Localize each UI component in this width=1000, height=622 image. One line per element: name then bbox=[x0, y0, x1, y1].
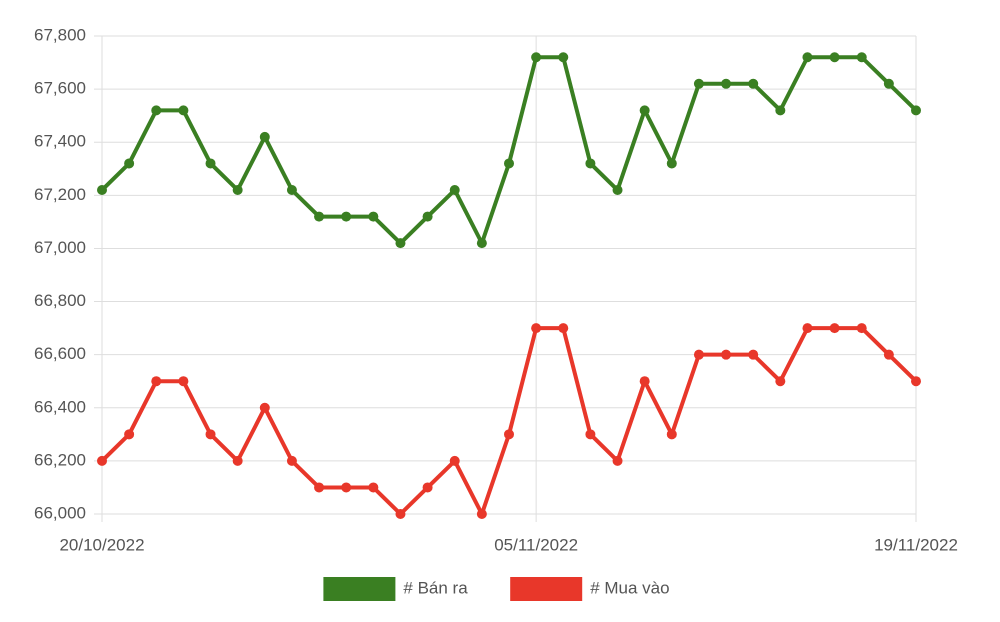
point bbox=[205, 429, 216, 440]
point bbox=[259, 402, 270, 413]
point bbox=[856, 52, 867, 63]
point bbox=[775, 105, 786, 116]
y-tick-label: 67,400 bbox=[34, 132, 86, 151]
point bbox=[504, 429, 514, 440]
point bbox=[748, 78, 759, 89]
point bbox=[829, 323, 840, 334]
point bbox=[856, 323, 867, 334]
point bbox=[883, 78, 894, 89]
series-line bbox=[100, 326, 918, 516]
y-tick-label: 66,000 bbox=[34, 503, 86, 522]
y-tick-label: 67,800 bbox=[34, 25, 86, 44]
point bbox=[124, 429, 135, 440]
point bbox=[124, 158, 135, 169]
point bbox=[476, 509, 487, 519]
point bbox=[585, 429, 596, 440]
point bbox=[585, 158, 596, 169]
point bbox=[612, 455, 623, 466]
y-tick-label: 67,600 bbox=[34, 79, 86, 98]
point bbox=[97, 185, 107, 196]
point bbox=[802, 323, 813, 334]
y-tick-label: 66,400 bbox=[34, 397, 86, 416]
point bbox=[558, 52, 569, 63]
point bbox=[178, 105, 189, 116]
x-tick-label: 20/10/2022 bbox=[59, 535, 144, 554]
y-tick-label: 66,800 bbox=[34, 291, 86, 310]
point bbox=[232, 455, 243, 466]
point bbox=[639, 105, 650, 116]
point bbox=[286, 185, 297, 196]
point bbox=[151, 105, 162, 116]
point bbox=[395, 509, 406, 519]
point bbox=[748, 349, 759, 360]
point bbox=[97, 455, 107, 466]
point bbox=[259, 131, 270, 142]
point bbox=[558, 323, 569, 334]
point bbox=[341, 482, 352, 493]
point bbox=[205, 158, 216, 169]
point bbox=[368, 211, 379, 222]
series-line bbox=[100, 55, 918, 246]
point bbox=[693, 78, 704, 89]
y-tick-label: 66,200 bbox=[34, 450, 86, 469]
point bbox=[422, 482, 433, 493]
point bbox=[666, 429, 677, 440]
point bbox=[531, 323, 542, 334]
point bbox=[829, 52, 840, 63]
point bbox=[911, 376, 921, 387]
point bbox=[666, 158, 677, 169]
point bbox=[178, 376, 189, 387]
point bbox=[911, 105, 921, 116]
x-tick-label: 05/11/2022 bbox=[494, 535, 578, 554]
point bbox=[368, 482, 379, 493]
legend-label: # Mua vào bbox=[590, 578, 669, 597]
point bbox=[504, 158, 514, 169]
point bbox=[232, 185, 243, 196]
point bbox=[422, 211, 433, 222]
legend-label: # Bán ra bbox=[403, 578, 468, 597]
point bbox=[449, 185, 460, 196]
y-tick-label: 67,200 bbox=[34, 185, 86, 204]
point bbox=[802, 52, 813, 63]
point bbox=[395, 238, 406, 249]
point bbox=[314, 211, 325, 222]
legend-swatch bbox=[510, 577, 583, 601]
point bbox=[721, 349, 732, 360]
point bbox=[693, 349, 704, 360]
point bbox=[476, 238, 487, 249]
point bbox=[775, 376, 786, 387]
y-tick-label: 67,000 bbox=[34, 238, 86, 257]
point bbox=[883, 349, 894, 360]
point bbox=[449, 455, 460, 466]
point bbox=[151, 376, 162, 387]
point bbox=[341, 211, 352, 222]
legend-swatch bbox=[323, 577, 396, 601]
point bbox=[639, 376, 650, 387]
point bbox=[286, 455, 297, 466]
x-tick-label: 19/11/2022 bbox=[874, 535, 958, 554]
y-tick-label: 66,600 bbox=[34, 344, 86, 363]
point bbox=[531, 52, 542, 63]
point bbox=[612, 185, 623, 196]
point bbox=[721, 78, 732, 89]
point bbox=[314, 482, 325, 493]
